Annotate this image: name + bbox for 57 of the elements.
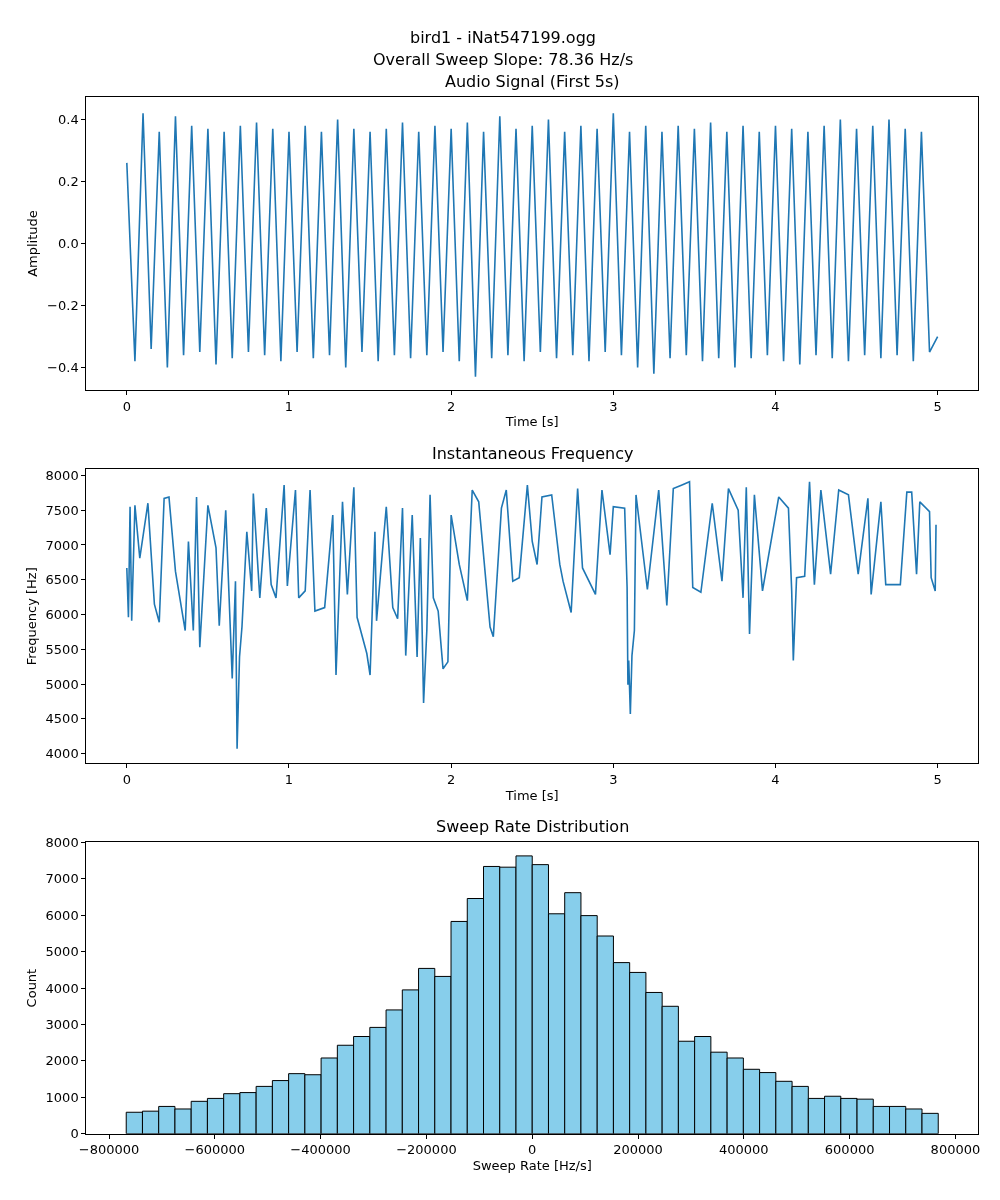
x-tick-label: 600000 <box>824 1142 875 1158</box>
y-tick-label: 6500 <box>45 572 79 588</box>
text: Overall Sweep Slope: 78.36 Hz/s <box>373 50 634 69</box>
chart-title: Audio Signal (First 5s) <box>445 72 620 91</box>
line-series <box>126 112 939 378</box>
y-tick-label: 7000 <box>45 871 79 887</box>
y-tick-label: 0.4 <box>57 112 79 128</box>
x-tick-label: 5 <box>933 398 942 414</box>
x-tick-label: −200000 <box>396 1142 457 1158</box>
x-tick-label: 2 <box>447 398 456 414</box>
x-tick-label: −800000 <box>78 1142 140 1158</box>
x-tick-label: −600000 <box>184 1142 246 1158</box>
y-tick-label: 0 <box>70 1126 79 1142</box>
x-tick-label: 800000 <box>930 1142 981 1158</box>
y-tick-label: 5500 <box>45 641 79 657</box>
chart-title: Instantaneous Frequency <box>432 444 634 463</box>
x-tick-label: 200000 <box>613 1142 663 1158</box>
y-axis-title: Frequency [Hz] <box>23 567 39 666</box>
y-tick-label: 5000 <box>45 944 79 960</box>
y-tick-label: 8000 <box>45 467 79 483</box>
y-tick-label: 5000 <box>45 676 79 692</box>
y-tick-label: −0.4 <box>47 360 79 376</box>
x-axis-title: Sweep Rate [Hz/s] <box>472 1157 592 1173</box>
y-tick-label: 7000 <box>45 537 79 553</box>
text: bird1 - iNat547199.ogg <box>410 28 596 47</box>
y-tick-label: 4000 <box>45 746 79 762</box>
x-tick-label: 4 <box>771 772 780 788</box>
y-tick-label: 0.0 <box>57 236 79 252</box>
y-tick-label: 6000 <box>45 907 79 923</box>
x-tick-label: 1 <box>284 772 294 788</box>
y-axis-title: Count <box>23 968 39 1008</box>
x-tick-label: 4 <box>771 398 780 414</box>
y-tick-label: −0.2 <box>47 298 79 314</box>
y-tick-label: 3000 <box>45 1017 79 1033</box>
x-tick-label: 3 <box>609 772 618 788</box>
y-axis-title: Amplitude <box>25 210 41 277</box>
line-series <box>126 480 937 750</box>
x-tick-label: 5 <box>933 772 942 788</box>
y-tick-label: 4000 <box>45 980 79 996</box>
y-tick-label: 2000 <box>45 1053 79 1069</box>
y-tick-label: 1000 <box>45 1089 79 1105</box>
x-axis-title: Time [s] <box>504 787 559 803</box>
x-tick-label: 0 <box>122 398 131 414</box>
x-tick-label: −400000 <box>290 1142 351 1158</box>
x-tick-label: 400000 <box>719 1142 769 1158</box>
x-tick-label: 1 <box>284 398 294 414</box>
y-tick-label: 8000 <box>45 834 79 850</box>
x-tick-label: 2 <box>447 772 456 788</box>
y-tick-label: 0.2 <box>57 174 79 190</box>
x-tick-label: 0 <box>528 1142 537 1158</box>
x-tick-label: 0 <box>122 772 131 788</box>
y-tick-label: 6000 <box>45 607 79 623</box>
y-tick-label: 7500 <box>45 502 79 518</box>
x-axis-title: Time [s] <box>504 414 559 430</box>
x-tick-label: 3 <box>609 398 618 414</box>
chart-title: Sweep Rate Distribution <box>436 817 630 836</box>
y-tick-label: 4500 <box>45 711 79 727</box>
